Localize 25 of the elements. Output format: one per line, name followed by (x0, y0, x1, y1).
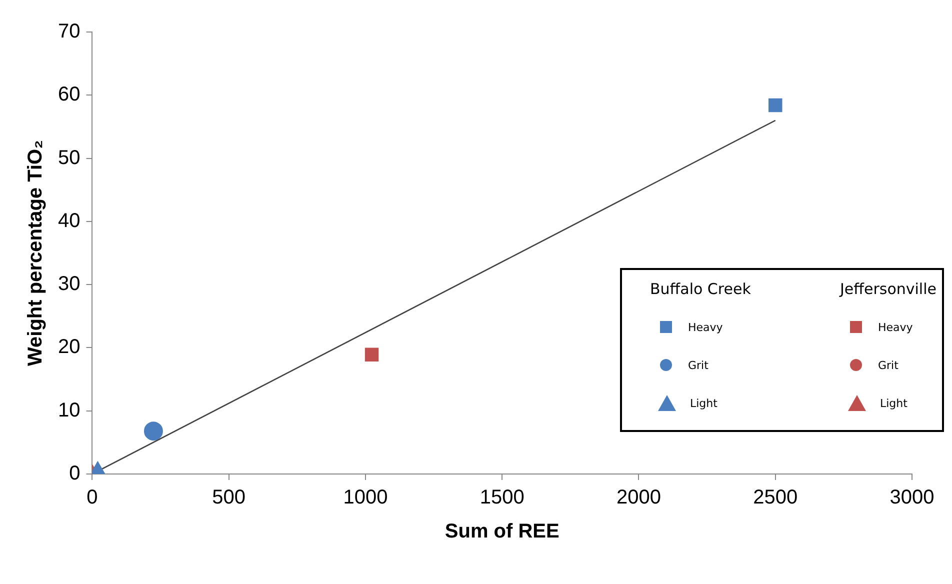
x-tick-label: 2500 (753, 486, 798, 509)
y-tick-label: 70 (58, 20, 80, 43)
y-tick-label: 0 (69, 462, 80, 485)
legend-label: Light (880, 396, 908, 410)
x-tick-label: 0 (86, 486, 98, 509)
legend-label: Light (690, 396, 718, 410)
y-tick-label: 10 (58, 399, 80, 422)
x-tick-label: 1500 (480, 486, 524, 509)
legend-label: Heavy (878, 320, 913, 334)
legend-label: Grit (688, 358, 708, 372)
legend-label: Grit (878, 358, 898, 372)
x-tick-label: 1000 (343, 486, 388, 509)
x-tick-label: 500 (212, 486, 246, 509)
y-tick-label: 40 (58, 210, 80, 232)
y-tick-label: 60 (58, 84, 80, 106)
x-tick-label: 3000 (890, 486, 934, 509)
legend-label: Heavy (688, 320, 723, 334)
text: Buffalo Creek (650, 280, 751, 298)
x-axis-title: Sum of REE (444, 520, 560, 543)
y-tick-label: 20 (58, 336, 80, 358)
y-tick-label: 50 (58, 146, 80, 169)
y-axis-title: Weight percentage TiO₂ (24, 140, 47, 366)
y-tick-label: 30 (58, 273, 80, 296)
x-tick-label: 2000 (616, 486, 661, 509)
text: Jeffersonville (840, 280, 936, 298)
